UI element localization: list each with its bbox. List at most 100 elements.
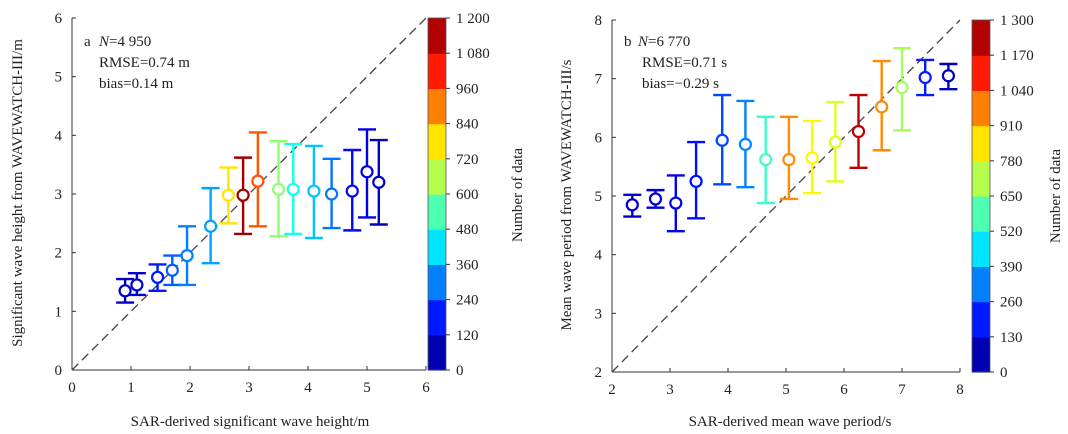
- panel-b-data-point: [826, 100, 845, 183]
- panel-b-colorbar-tick-label: 0: [1000, 365, 1008, 381]
- panel-a-colorbar-segment: [428, 18, 446, 54]
- panel-a-x-tick-label: 4: [304, 380, 312, 396]
- panel-a-wave-height: 0 1 2 3 4 5 6 0 1 2 3 4 5 6 SAR-derived significant w…: [10, 11, 526, 430]
- panel-b-data-point: [736, 99, 755, 189]
- panel-a-colorbar-tick-label: 720: [456, 152, 479, 168]
- panel-b-colorbar-segment: [972, 160, 990, 197]
- panel-a-colorbar-segment: [428, 88, 446, 125]
- panel-a-data-point: [148, 263, 167, 292]
- panel-b-x-tick-label: 7: [898, 382, 906, 398]
- panel-a-colorbar-segment: [428, 299, 446, 336]
- panel-a-data-point: [219, 166, 238, 225]
- panel-a-rmse: RMSE=0.74 m: [99, 55, 190, 71]
- panel-a-colorbar-tick-label: 360: [456, 257, 479, 273]
- panel-a-colorbar-tick-label: 960: [456, 81, 479, 97]
- panel-b-data-point: [687, 140, 706, 220]
- panel-b-plot-area: 2 3 4 5 6 7 8 2 3 4 5 6 7 8: [595, 13, 964, 398]
- panel-b-colorbar-tick-label: 780: [1000, 154, 1023, 170]
- panel-b-colorbar-tick-label: 1 170: [1000, 48, 1034, 64]
- panel-a-marker: [150, 270, 165, 284]
- panel-b-bias: bias=−0.29 s: [642, 76, 719, 92]
- panel-b-marker: [625, 198, 639, 212]
- panel-b-marker: [648, 192, 663, 206]
- panel-a-data-point: [369, 138, 388, 226]
- panel-b-colorbar-tick-label: 650: [1000, 189, 1023, 205]
- panel-a-n-stat: N=4 950: [98, 34, 151, 50]
- panel-b-data-point: [939, 62, 958, 91]
- panel-a-marker: [345, 184, 359, 198]
- panel-b-colorbar-tick-label: 520: [1000, 224, 1023, 240]
- panel-a-data-point: [248, 131, 267, 228]
- panel-a-y-tick-label: 4: [55, 128, 63, 144]
- panel-a-marker: [130, 278, 144, 292]
- panel-b-colorbar-segment: [972, 336, 990, 373]
- panel-a-marker: [118, 284, 132, 298]
- panel-b-y-tick-label: 6: [595, 130, 603, 146]
- panel-a-data-point: [322, 157, 341, 230]
- panel-a-marker: [204, 219, 218, 233]
- panel-a-y-tick-label: 1: [55, 304, 63, 320]
- panel-b-x-tick-label: 3: [666, 382, 674, 398]
- panel-b-data-point: [893, 46, 911, 132]
- panel-b-marker: [875, 100, 889, 114]
- panel-b-n-value: =6 770: [648, 34, 690, 50]
- panel-a-x-tick-label: 5: [363, 380, 371, 396]
- panel-b-ylabel: Mean wave period from WAVEWATCH-III/s: [559, 59, 575, 330]
- panel-b-colorbar-segment: [972, 196, 990, 232]
- panel-b-colorbar-label: Number of data: [1048, 149, 1064, 243]
- panel-b-marker: [918, 70, 932, 85]
- panel-a-colorbar-segment: [428, 264, 446, 301]
- panel-b-colorbar-tick-label: 1 040: [1000, 83, 1034, 99]
- panel-a-x-tick-label: 6: [422, 380, 430, 396]
- panel-b-x-tick-label: 8: [956, 382, 964, 398]
- panel-a-data-point: [304, 144, 323, 240]
- panel-a-data-point: [178, 225, 197, 287]
- panel-a-colorbar-label: Number of data: [510, 148, 526, 242]
- panel-a-data-point: [116, 277, 135, 304]
- panel-b-colorbar-tick-label: 390: [1000, 259, 1023, 275]
- panel-b-x-tick-label: 6: [840, 382, 848, 398]
- panel-b-data-point: [849, 93, 868, 170]
- panel-b-marker: [715, 133, 729, 147]
- panel-a-marker: [360, 165, 374, 179]
- panel-a-colorbar-tick-label: 840: [456, 117, 479, 133]
- panel-b-colorbar-segment: [972, 266, 990, 303]
- panel-a-label: a: [84, 34, 91, 50]
- panel-a-bias: bias=0.14 m: [99, 76, 174, 92]
- panel-b-data-point: [646, 188, 665, 209]
- panel-a-colorbar-tick-label: 480: [456, 222, 479, 238]
- panel-b-colorbar-segment: [972, 231, 990, 267]
- panel-b-y-tick-label: 7: [595, 72, 603, 88]
- panel-b-y-tick-label: 4: [595, 248, 603, 264]
- panel-b-y-tick-label: 3: [595, 306, 603, 322]
- panel-a-colorbar-tick-label: 1 080: [456, 46, 490, 62]
- panel-b-marker: [689, 174, 703, 188]
- panel-a-n-value: =4 950: [109, 34, 151, 50]
- panel-a-data-point: [269, 139, 288, 238]
- panel-b-data-point: [872, 59, 891, 152]
- panel-a-data-point: [284, 142, 303, 236]
- panel-a-data-point: [127, 272, 146, 297]
- panel-a-data-point: [358, 128, 376, 219]
- panel-a-colorbar-segment: [428, 158, 446, 195]
- panel-a-data-point: [163, 254, 182, 287]
- panel-b-x-tick-label: 4: [724, 382, 732, 398]
- panel-a-marker: [236, 188, 250, 202]
- panel-a-colorbar-tick-label: 240: [456, 293, 479, 309]
- panel-a-xlabel: SAR-derived significant wave height/m: [131, 414, 370, 430]
- panel-b-x-tick-label: 2: [608, 382, 616, 398]
- panel-b-colorbar-segment: [972, 125, 990, 162]
- panel-a-n-symbol: N: [98, 34, 110, 50]
- panel-b-xlabel: SAR-derived mean wave period/s: [689, 414, 892, 430]
- panel-b-colorbar-tick-label: 910: [1000, 119, 1023, 135]
- panel-b-marker: [941, 69, 956, 83]
- panel-b-colorbar-segment: [972, 20, 990, 56]
- panel-a-marker: [251, 174, 265, 188]
- panel-b-marker: [851, 124, 866, 139]
- panel-b-data-point: [713, 93, 732, 186]
- panel-a-y-tick-label: 3: [55, 187, 63, 203]
- panel-b-data-point: [803, 119, 822, 195]
- panel-a-colorbar-tick-label: 0: [456, 363, 464, 379]
- panel-b-mean-period: 2 3 4 5 6 7 8 2 3 4 5 6 7 8 SAR-derived mean wave per…: [559, 13, 1064, 430]
